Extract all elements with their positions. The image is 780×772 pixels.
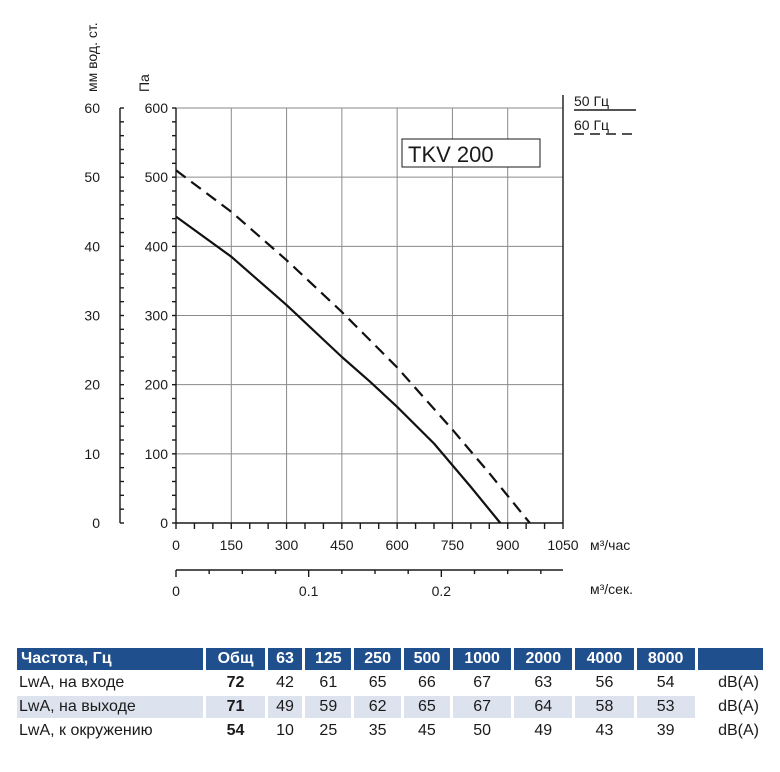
chart-grid [176, 107, 564, 523]
row-unit: dB(A) [718, 674, 759, 691]
row-value: 53 [636, 696, 695, 718]
chart-title-box [401, 138, 541, 168]
legend-label-50hz: 50 Гц [574, 93, 609, 109]
chart-title: TKV 200 [408, 142, 494, 167]
y-axis-label-mm: мм вод. ст. [84, 22, 100, 92]
row-value: 54 [656, 674, 675, 691]
x-tick-label: 1050 [547, 537, 578, 553]
x-tick-label: 300 [275, 537, 299, 553]
row-value: 66 [418, 674, 436, 691]
series-line-50hz [175, 215, 502, 524]
table-header-cell: 2000 [514, 648, 573, 670]
y2-tick-label: 40 [84, 238, 100, 254]
row-label: LwA, на входе [19, 674, 125, 691]
row-value: 58 [575, 696, 634, 718]
table-header-cell: Частота, Гц [17, 648, 204, 670]
row-value: 61 [319, 674, 338, 691]
table-header-cell: 4000 [575, 648, 634, 670]
y-tick-label: 500 [145, 169, 169, 185]
y2-tick-label: 10 [84, 446, 100, 462]
x2-tick-label: 0.2 [432, 583, 452, 599]
y-tick-label: 300 [145, 308, 169, 324]
x2-tick-label: 0 [172, 583, 180, 599]
row-value: 59 [305, 696, 352, 718]
row-value: 67 [473, 674, 492, 691]
noise-level-table: Частота, Гц Общ 63 125 250 500 1000 2000… [14, 646, 766, 744]
table-row: LwA, на входе 72 42 61 65 66 67 63 56 54… [17, 672, 763, 694]
legend-label-60hz: 60 Гц [574, 117, 609, 133]
y-tick-label: 100 [145, 446, 169, 462]
row-value: 65 [403, 696, 451, 718]
table-header-row: Частота, Гц Общ 63 125 250 500 1000 2000… [17, 648, 763, 670]
y2-tick-label: 50 [84, 169, 100, 185]
y-tick-label: 200 [145, 377, 169, 393]
row-unit: dB(A) [718, 722, 759, 739]
table-header-cell: Общ [206, 648, 265, 670]
row-value: 45 [418, 722, 436, 739]
table-header-cell: 8000 [636, 648, 695, 670]
row-value: 65 [368, 674, 387, 691]
chart-axes [119, 95, 564, 571]
row-value: 64 [514, 696, 573, 718]
row-label: LwA, к окружению [19, 722, 153, 739]
row-value: 63 [534, 674, 553, 691]
row-value: 50 [473, 722, 492, 739]
y-tick-label: 400 [145, 238, 169, 254]
x-axis-label-m3h: м³/час [590, 537, 630, 553]
row-value: 56 [595, 674, 614, 691]
row-total: 72 [226, 674, 245, 691]
y2-tick-label: 20 [84, 377, 100, 393]
x-tick-label: 900 [496, 537, 520, 553]
table-header-cell: 125 [305, 648, 352, 670]
table-row: LwA, к окружению 54 10 25 35 45 50 49 43… [17, 720, 763, 742]
y2-tick-label: 60 [84, 100, 100, 116]
row-value: 49 [267, 696, 303, 718]
legend: 50 Гц 60 Гц [574, 93, 636, 135]
series-line-60hz [175, 169, 531, 524]
table-header-cell: 63 [267, 648, 303, 670]
x2-tick-label: 0.1 [299, 583, 319, 599]
table-header-cell: 500 [403, 648, 451, 670]
x-tick-label: 600 [385, 537, 409, 553]
row-value: 49 [534, 722, 553, 739]
chart-series [175, 169, 531, 524]
row-value: 42 [276, 674, 294, 691]
row-value: 67 [453, 696, 512, 718]
row-value: 35 [368, 722, 387, 739]
y2-tick-label: 30 [84, 308, 100, 324]
x-tick-label: 750 [441, 537, 465, 553]
row-value: 10 [276, 722, 294, 739]
table-header-cell: 250 [354, 648, 401, 670]
row-value: 39 [656, 722, 675, 739]
y-axis-label-pa: Па [136, 74, 152, 92]
y-tick-label: 600 [145, 100, 169, 116]
row-total: 54 [226, 722, 245, 739]
row-label: LwA, на выходе [17, 696, 204, 718]
table-row: LwA, на выходе 71 49 59 62 65 67 64 58 5… [17, 696, 763, 718]
row-total: 71 [206, 696, 265, 718]
x2-axis-label-m3s: м³/сек. [590, 581, 633, 597]
y-tick-label: 0 [160, 515, 168, 531]
table-header-unit-cell [697, 648, 763, 670]
x-tick-label: 450 [330, 537, 354, 553]
row-unit: dB(A) [697, 696, 763, 718]
row-value: 43 [595, 722, 614, 739]
row-value: 62 [354, 696, 401, 718]
x-tick-label: 150 [220, 537, 244, 553]
row-value: 25 [319, 722, 338, 739]
table-header-cell: 1000 [453, 648, 512, 670]
x-tick-label: 0 [172, 537, 180, 553]
y2-tick-label: 0 [92, 515, 100, 531]
